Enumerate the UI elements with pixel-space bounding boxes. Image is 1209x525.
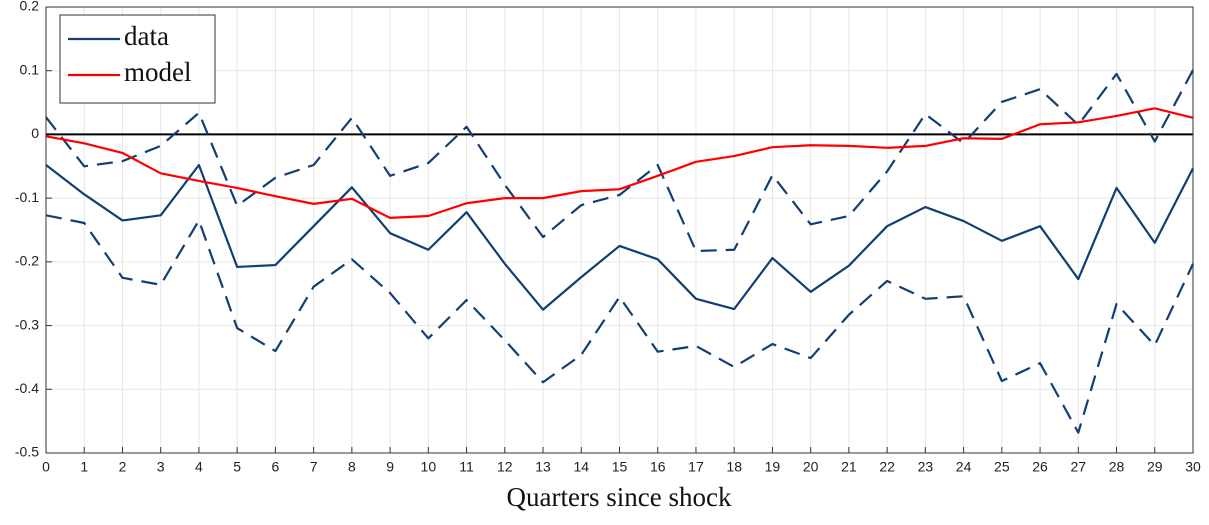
x-tick-label: 22: [879, 459, 895, 475]
y-tick-label: 0: [31, 125, 39, 141]
x-tick-label: 28: [1109, 459, 1125, 475]
legend-label: model: [124, 57, 192, 87]
band-line: [45, 69, 1194, 253]
x-tick-label: 3: [157, 459, 165, 475]
x-tick-label: 25: [994, 459, 1010, 475]
y-tick-label: -0.2: [15, 253, 39, 269]
x-tick-label: 24: [956, 459, 972, 475]
y-tick-label: -0.3: [15, 316, 39, 332]
y-tick-label: -0.5: [15, 444, 39, 460]
x-tick-label: 9: [386, 459, 394, 475]
y-tick-label: 0.2: [20, 0, 40, 14]
series-line: [45, 163, 1194, 311]
x-tick-label: 7: [310, 459, 318, 475]
x-tick-label: 12: [497, 459, 513, 475]
x-tick-label: 2: [119, 459, 127, 475]
x-tick-label: 13: [535, 459, 551, 475]
x-axis-label: Quarters since shock: [507, 482, 732, 512]
x-tick-label: 30: [1185, 459, 1201, 475]
x-tick-label: 15: [612, 459, 628, 475]
legend-box: [59, 14, 216, 104]
x-tick-label: 14: [573, 459, 589, 475]
x-tick-label: 6: [272, 459, 280, 475]
x-tick-label: 0: [42, 459, 50, 475]
y-tick-label: -0.4: [15, 380, 39, 396]
band-line: [45, 214, 1194, 434]
x-tick-label: 26: [1032, 459, 1048, 475]
x-tick-label: 16: [650, 459, 666, 475]
x-tick-label: 23: [918, 459, 934, 475]
x-tick-label: 29: [1147, 459, 1163, 475]
y-tick-label: -0.1: [15, 189, 39, 205]
x-tick-label: 18: [726, 459, 742, 475]
x-tick-label: 11: [459, 459, 474, 475]
x-tick-label: 21: [841, 459, 857, 475]
legend-label: data: [124, 21, 169, 51]
y-tick-label: 0.1: [20, 61, 40, 77]
legend: data model: [59, 14, 216, 104]
series-line: [45, 107, 1194, 219]
x-tick-label: 19: [765, 459, 781, 475]
x-tick-label: 17: [688, 459, 704, 475]
plot-frame: [45, 6, 1194, 454]
x-tick-label: 4: [195, 459, 203, 475]
x-tick-label: 20: [803, 459, 819, 475]
x-tick-label: 5: [233, 459, 241, 475]
x-tick-label: 1: [80, 459, 88, 475]
x-tick-label: 10: [421, 459, 437, 475]
x-tick-label: 27: [1071, 459, 1087, 475]
x-tick-label: 8: [348, 459, 356, 475]
